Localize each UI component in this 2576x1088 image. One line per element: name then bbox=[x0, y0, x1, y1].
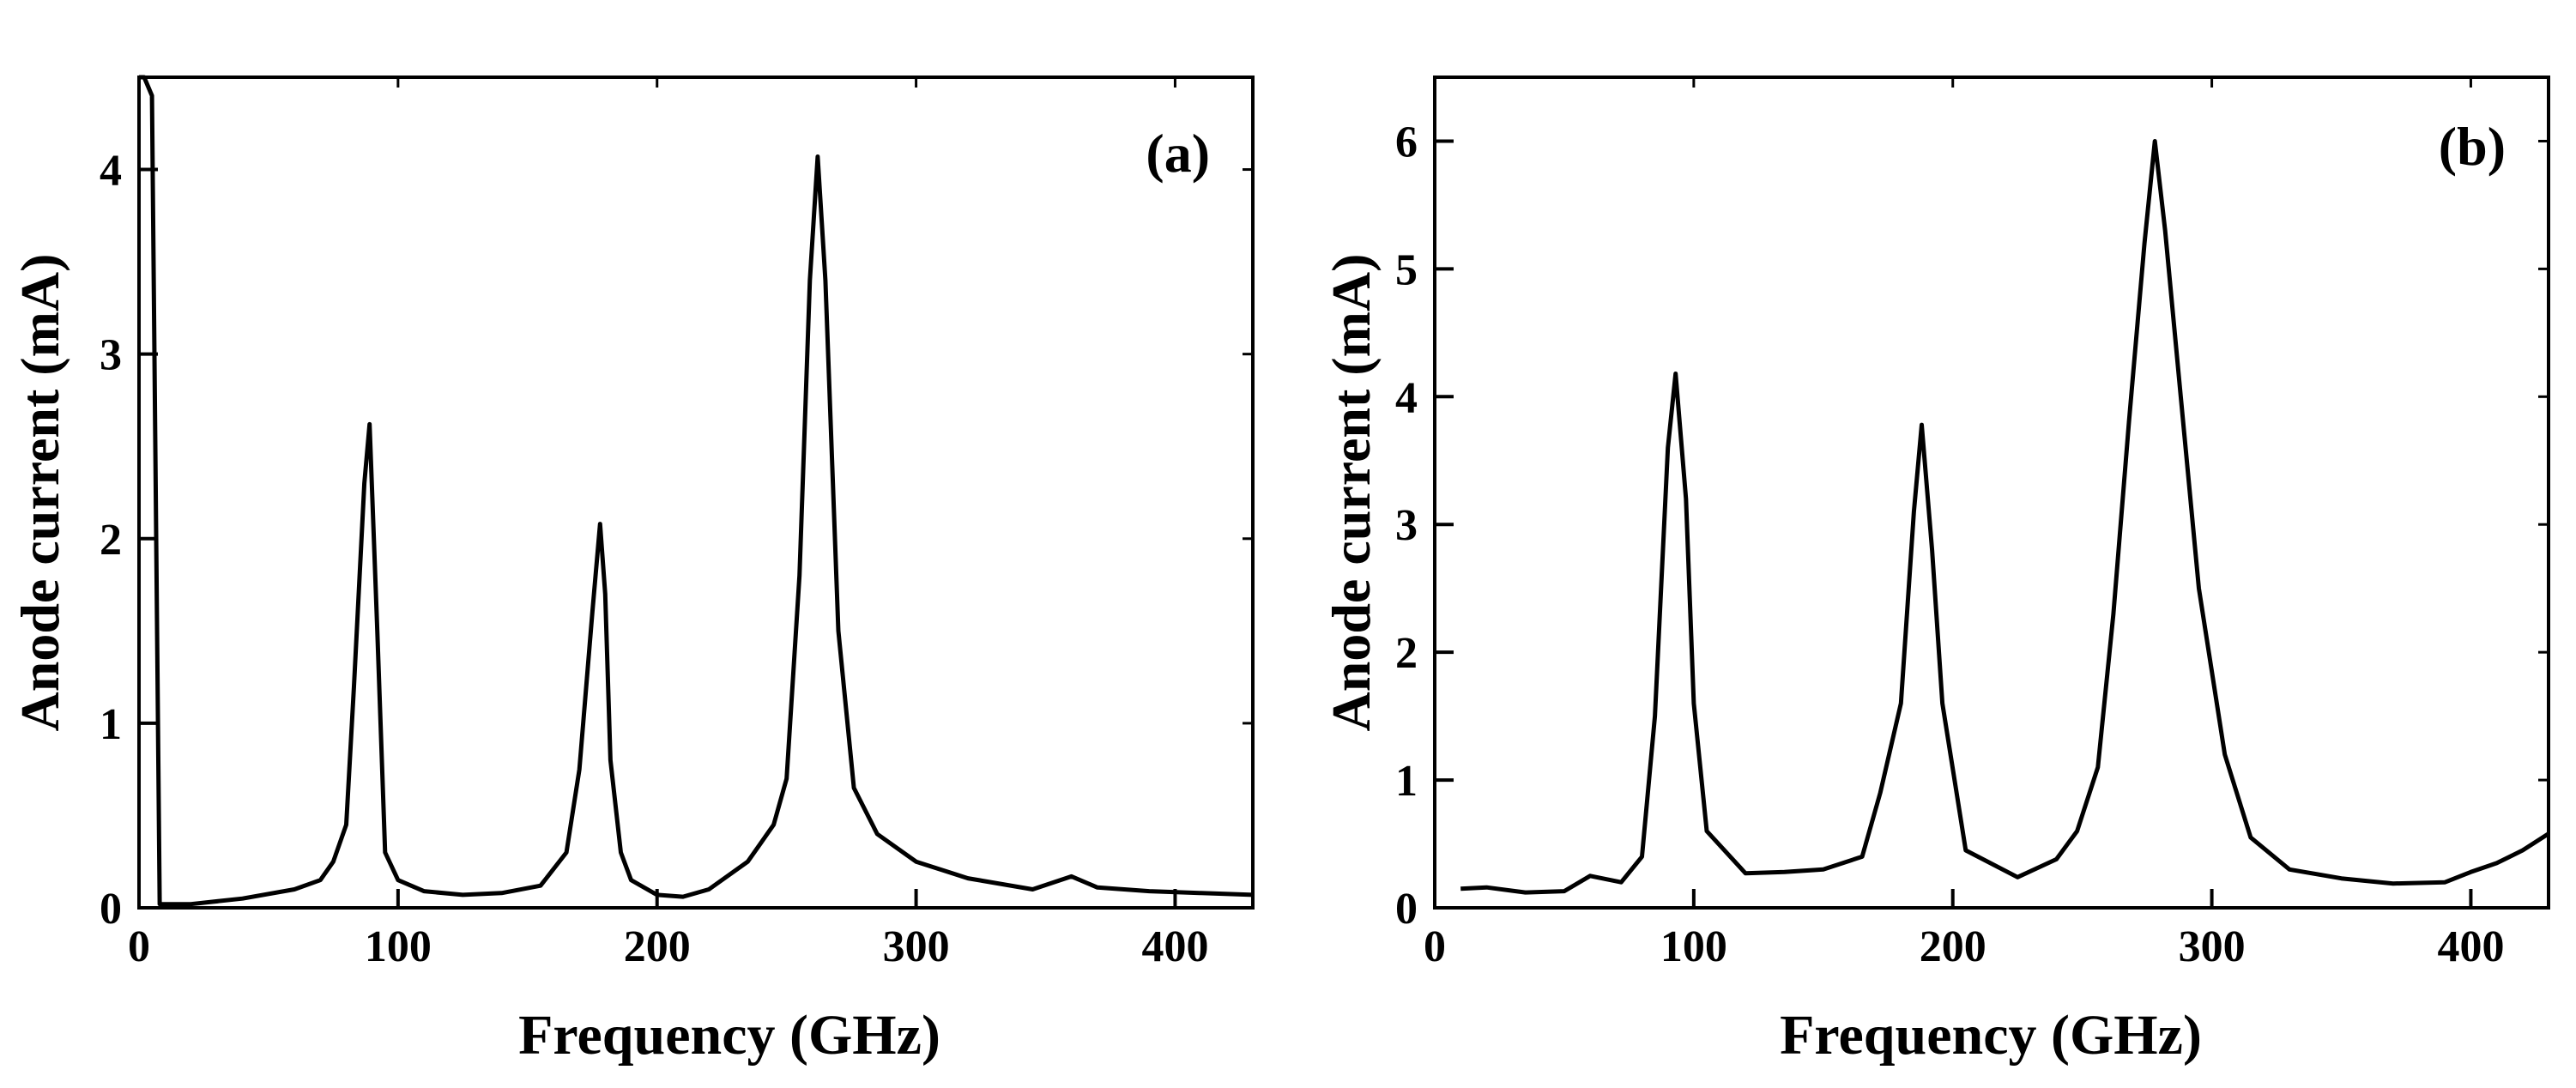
panel-b-ytick-label: 0 bbox=[1395, 885, 1418, 934]
panel-b-xtick-label: 400 bbox=[2437, 922, 2504, 971]
panel-b-ytick-label: 6 bbox=[1395, 118, 1418, 166]
panel-b-xtick-label: 200 bbox=[1920, 922, 1986, 971]
panel-a-xtick-label: 200 bbox=[624, 922, 691, 971]
panel-b-ytick-label: 3 bbox=[1395, 501, 1418, 550]
panel-a-ytick-label: 3 bbox=[100, 331, 122, 380]
panel-b-xtick-label: 0 bbox=[1424, 922, 1446, 971]
panel-b-x-ticks: 0 100 200 300 400 bbox=[1424, 77, 2504, 971]
panel-b-label: (b) bbox=[2439, 116, 2506, 177]
panel-b-ytick-label: 2 bbox=[1395, 629, 1418, 678]
panel-b-xlabel: Frequency (GHz) bbox=[1780, 1004, 2202, 1067]
panel-b-plot-frame bbox=[1433, 76, 2550, 910]
panel-a-x-ticks: 0 100 200 300 400 bbox=[128, 77, 1208, 971]
panel-a-ytick-label: 1 bbox=[100, 700, 122, 749]
panel-a-ytick-label: 4 bbox=[100, 147, 122, 196]
panel-a-series-line bbox=[139, 75, 1254, 907]
panel-b: 0 100 200 300 400 0 1 2 3 4 5 6 (b) Frequency (GHz… bbox=[1321, 76, 2550, 1067]
panel-a-xlabel: Frequency (GHz) bbox=[518, 1004, 940, 1067]
panel-b-xtick-label: 100 bbox=[1660, 922, 1727, 971]
panel-a-ylabel: Anode current (mA) bbox=[9, 254, 70, 732]
panel-a-xtick-label: 300 bbox=[883, 922, 950, 971]
panel-b-series-line bbox=[1460, 139, 2550, 895]
panel-a-xtick-label: 100 bbox=[365, 922, 432, 971]
panel-a-y-ticks: 0 1 2 3 4 bbox=[100, 147, 1253, 934]
panel-b-ytick-label: 1 bbox=[1395, 757, 1418, 806]
panel-a-xtick-label: 0 bbox=[128, 922, 150, 971]
panel-b-ylabel: Anode current (mA) bbox=[1321, 254, 1382, 732]
panel-b-ytick-label: 5 bbox=[1395, 245, 1418, 294]
panel-b-ytick-label: 4 bbox=[1395, 373, 1418, 422]
panel-b-xtick-label: 300 bbox=[2179, 922, 2246, 971]
panel-a-xtick-label: 400 bbox=[1141, 922, 1208, 971]
panel-a-ytick-label: 0 bbox=[100, 885, 122, 934]
panel-b-y-ticks: 0 1 2 3 4 5 6 bbox=[1395, 118, 2549, 934]
panel-a-label: (a) bbox=[1146, 123, 1210, 184]
panel-a-ytick-label: 2 bbox=[100, 516, 122, 565]
panel-a-plot-frame bbox=[137, 76, 1255, 910]
